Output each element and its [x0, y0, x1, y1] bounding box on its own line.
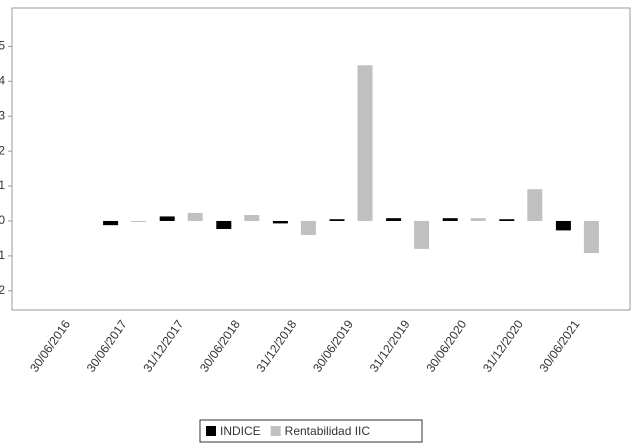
bar	[300, 220, 316, 235]
x-tick-label: 30/06/2017	[84, 317, 130, 374]
legend-box	[199, 419, 423, 443]
x-tick-label: 30/06/2016	[27, 317, 73, 374]
bar	[386, 218, 402, 221]
bar	[499, 219, 515, 221]
legend-label: INDICE	[220, 424, 261, 438]
bar	[131, 220, 147, 222]
bar	[357, 65, 373, 221]
x-tick-label: 30/06/2018	[197, 317, 243, 374]
legend-swatch	[206, 426, 216, 436]
bar	[329, 219, 345, 221]
x-tick-label: 31/12/2018	[254, 317, 300, 374]
y-tick-label: -1	[0, 248, 5, 262]
bar	[583, 220, 599, 254]
x-tick-label: 31/12/2017	[140, 317, 186, 374]
y-tick-label: 1	[0, 178, 5, 192]
y-tick-label: 5	[0, 39, 5, 53]
y-tick-label: 2	[0, 143, 5, 157]
x-tick-label: 30/06/2020	[423, 317, 469, 374]
y-tick-label: -2	[0, 283, 5, 297]
bar	[272, 220, 288, 224]
y-tick-label: 0	[0, 213, 5, 227]
x-tick-label: 31/12/2020	[480, 317, 526, 374]
bar	[470, 218, 486, 221]
y-tick-label: 3	[0, 108, 5, 122]
x-tick-label: 31/12/2019	[367, 317, 413, 374]
bar	[555, 220, 571, 231]
plot-frame	[11, 7, 631, 311]
bar	[414, 220, 430, 249]
bar	[103, 220, 119, 226]
bar	[244, 215, 260, 221]
x-tick-label: 30/06/2021	[537, 317, 583, 374]
bar	[442, 218, 458, 221]
bar	[159, 216, 175, 221]
bar	[187, 212, 203, 221]
legend-label: Rentabilidad IIC	[285, 424, 371, 438]
x-tick-label: 30/06/2019	[310, 317, 356, 374]
legend: INDICE Rentabilidad IIC	[199, 419, 423, 443]
bar	[216, 220, 232, 230]
bar	[527, 189, 543, 221]
y-tick-label: 4	[0, 73, 5, 87]
legend-swatch	[270, 426, 281, 436]
